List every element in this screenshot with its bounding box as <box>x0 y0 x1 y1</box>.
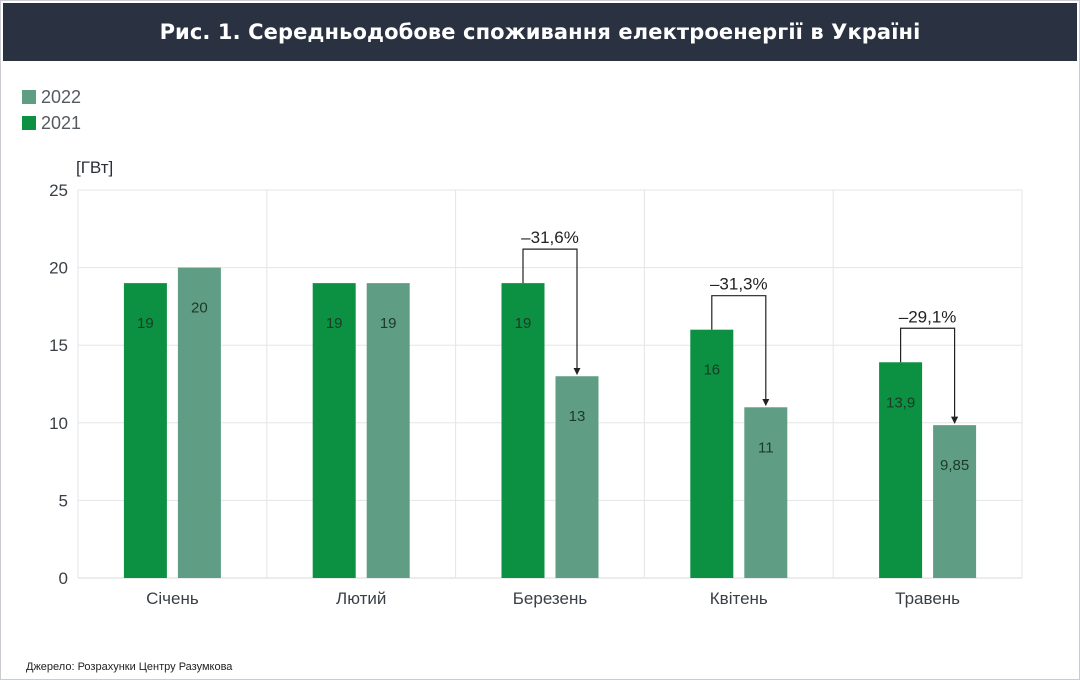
bar-2022-0 <box>177 267 221 578</box>
title-bar: Рис. 1. Середньодобове споживання електр… <box>3 3 1077 61</box>
change-arrow <box>900 327 959 424</box>
change-arrow <box>711 295 770 406</box>
bar-2022-1 <box>366 283 410 578</box>
y-axis-unit: [ГВт] <box>76 158 114 177</box>
legend-label-2022: 2022 <box>41 86 82 107</box>
y-tick-label: 5 <box>59 491 68 510</box>
data-label-2021: 13,9 <box>886 394 915 411</box>
data-label-2022: 19 <box>380 315 397 332</box>
y-tick-label: 10 <box>49 414 68 433</box>
change-annotation: –31,6% <box>521 228 579 247</box>
data-label-2021: 19 <box>515 315 532 332</box>
data-label-2021: 19 <box>137 315 154 332</box>
y-tick-label: 25 <box>49 181 68 200</box>
data-label-2022: 9,85 <box>940 457 969 474</box>
change-arrow <box>522 248 581 375</box>
data-label-2022: 20 <box>191 300 208 317</box>
change-annotation: –29,1% <box>899 307 957 326</box>
legend-item-2022: 2022 <box>22 84 81 110</box>
y-tick-label: 15 <box>49 336 68 355</box>
x-tick-label: Травень <box>895 589 960 608</box>
bar-2022-4 <box>933 425 977 578</box>
bar-2021-0 <box>123 283 167 578</box>
change-annotation: –31,3% <box>710 275 768 294</box>
bar-2022-2 <box>555 376 599 578</box>
legend-item-2021: 2021 <box>22 110 81 136</box>
x-tick-label: Березень <box>513 589 588 608</box>
data-label-2021: 16 <box>703 362 720 379</box>
bar-2021-3 <box>690 329 734 578</box>
bar-2022-3 <box>744 407 788 578</box>
data-label-2022: 13 <box>569 408 586 425</box>
bar-2021-4 <box>879 362 923 578</box>
bar-2021-1 <box>312 283 356 578</box>
legend-swatch-2021 <box>22 116 36 130</box>
x-tick-label: Січень <box>146 589 199 608</box>
source-note: Джерело: Розрахунки Центру Разумкова <box>26 661 233 673</box>
y-tick-label: 0 <box>59 569 68 588</box>
chart-title: Рис. 1. Середньодобове споживання електр… <box>159 20 921 44</box>
data-label-2022: 11 <box>758 439 774 456</box>
y-tick-label: 20 <box>49 259 68 278</box>
bar-2021-2 <box>501 283 545 578</box>
legend: 2022 2021 <box>22 84 81 136</box>
data-label-2021: 19 <box>326 315 343 332</box>
x-tick-label: Квітень <box>710 589 768 608</box>
legend-label-2021: 2021 <box>41 112 82 133</box>
legend-swatch-2022 <box>22 90 36 104</box>
x-tick-label: Лютий <box>336 589 386 608</box>
